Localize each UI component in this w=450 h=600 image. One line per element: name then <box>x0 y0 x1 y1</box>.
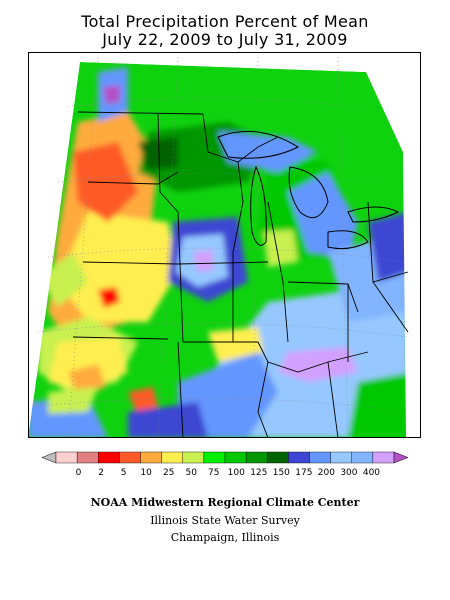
dry-spot-red-2 <box>128 387 158 412</box>
legend-label: 75 <box>208 468 219 478</box>
legend-swatch <box>224 451 247 464</box>
legend-swatch <box>98 451 120 464</box>
outside-data-mask <box>28 52 421 438</box>
legend-arrow-high <box>393 451 409 464</box>
credit-survey: Illinois State Water Survey <box>150 514 300 527</box>
dry-band-orange-2 <box>73 142 138 222</box>
legend-swatch <box>203 451 226 464</box>
legend-swatch <box>330 451 352 464</box>
credit-location: Champaign, Illinois <box>170 531 280 544</box>
dry-spot-red-1 <box>98 287 120 308</box>
legend-swatch <box>288 451 310 464</box>
legend-swatch <box>76 451 99 464</box>
legend-label: 25 <box>163 468 174 478</box>
date-range: July 22, 2009 to July 31, 2009 <box>102 30 348 49</box>
legend-label: 125 <box>250 468 267 478</box>
michigan-yellow <box>263 230 298 267</box>
wet-lavender-center <box>193 250 213 272</box>
wet-north-purple <box>103 85 120 104</box>
legend-label: 10 <box>140 468 152 478</box>
south-dark-blue <box>128 402 208 438</box>
legend-swatch <box>245 451 268 464</box>
east-dark-blue <box>368 212 408 282</box>
legend-arrow-low <box>41 451 57 464</box>
legend-label: 175 <box>295 468 312 478</box>
legend-label: 100 <box>228 468 245 478</box>
upper-michigan-blue <box>218 132 318 172</box>
legend-swatch <box>309 451 331 464</box>
legend-label: 200 <box>318 468 335 478</box>
south-blue <box>178 352 278 438</box>
state-boundaries <box>72 111 409 438</box>
map-title: Total Precipitation Percent of Mean <box>81 12 369 31</box>
legend-label: 400 <box>363 468 380 478</box>
legend-swatch <box>267 451 289 464</box>
dry-band-yellow-2 <box>48 337 128 392</box>
legend-label: 50 <box>185 468 197 478</box>
great-lakes <box>217 130 400 250</box>
legend-swatch <box>182 451 205 464</box>
wet-north-darkest <box>138 137 178 170</box>
legend-swatch <box>161 451 183 464</box>
legend-label: 300 <box>340 468 357 478</box>
legend-label: 5 <box>121 468 127 478</box>
credit-org: NOAA Midwestern Regional Climate Center <box>90 496 360 509</box>
legend-label: 0 <box>76 468 82 478</box>
dry-band-yellow-1 <box>58 212 178 322</box>
color-legend: 0 2 5 10 25 50 75 100 125 150 175 200 300 400 <box>41 451 409 478</box>
legend-swatch <box>372 451 395 464</box>
south-yellow <box>208 327 263 362</box>
legend-label: 2 <box>98 468 104 478</box>
legend-swatch <box>140 451 162 464</box>
east-lavender <box>278 347 358 382</box>
southeast-green <box>348 372 413 438</box>
michigan-blue <box>288 172 358 262</box>
legend-label: 150 <box>273 468 290 478</box>
southwest-lime <box>48 387 98 414</box>
map-frame <box>28 52 421 438</box>
precipitation-map <box>28 52 421 438</box>
graticule <box>28 56 407 438</box>
dry-band-lime-2 <box>38 252 88 307</box>
legend-swatch <box>55 451 78 464</box>
legend-swatch <box>119 451 141 464</box>
legend-swatch <box>351 451 374 464</box>
